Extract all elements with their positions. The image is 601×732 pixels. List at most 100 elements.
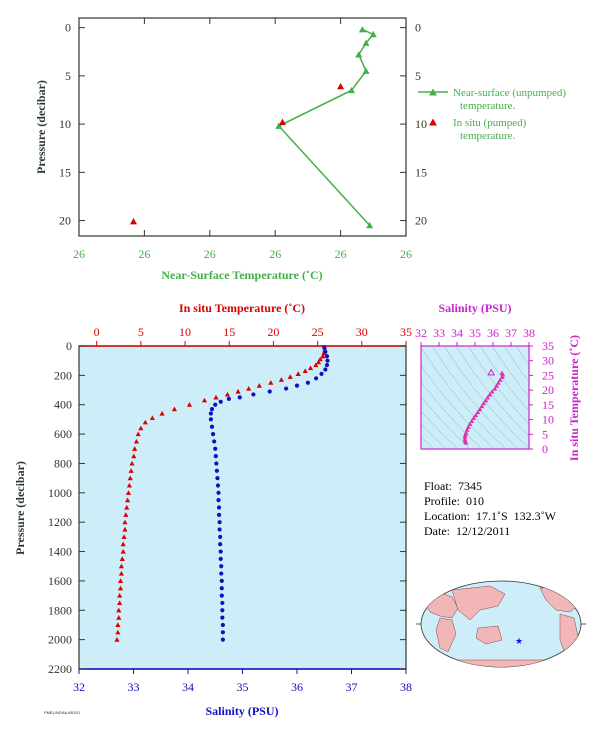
temperature-point: [307, 365, 314, 371]
salinity-tick-label: 38: [400, 680, 412, 694]
temperature-tick-label: 5: [138, 325, 144, 339]
near-surface-point: [348, 86, 355, 94]
profile-y-tick-label: 2000: [48, 633, 72, 647]
temperature-point: [295, 371, 301, 376]
temperature-point: [118, 563, 125, 569]
profile-y-tick-label: 1600: [48, 574, 72, 588]
ts-y-tick-label: 25: [542, 368, 554, 382]
profile-plot-frame: [78, 345, 407, 670]
near-surface-x-label: Near-Surface Temperature (˚C): [161, 268, 322, 282]
salinity-point: [267, 389, 272, 394]
salinity-point: [214, 468, 219, 473]
temperature-point: [115, 629, 121, 635]
in-situ-point: [278, 118, 286, 125]
ts-point: [469, 418, 475, 423]
near-surface-x-tick-label: 26: [400, 247, 412, 261]
salinity-point: [284, 386, 289, 391]
temperature-point: [117, 592, 123, 598]
ts-point: [462, 432, 468, 437]
ts-point: [494, 383, 499, 388]
temperature-point: [117, 578, 124, 583]
temperature-point: [114, 637, 120, 642]
near-surface-x-tick-label: 26: [73, 247, 85, 261]
salinity-point: [215, 483, 221, 488]
legend-triangle-green: [429, 88, 437, 96]
temperature-point: [268, 380, 274, 385]
in-situ-point: [130, 218, 137, 225]
salinity-point: [217, 527, 222, 532]
temperature-point: [256, 383, 262, 388]
ts-y-tick-label: 20: [542, 383, 554, 397]
temperature-point: [186, 402, 193, 407]
density-contour: [431, 346, 519, 449]
ts-y-tick-label: 5: [542, 427, 548, 441]
salinity-tick-label: 36: [291, 680, 303, 694]
salinity-point: [319, 371, 324, 376]
ts-x-tick-label: 32: [415, 326, 427, 340]
temperature-point: [124, 504, 130, 510]
ts-point: [487, 392, 493, 397]
near-surface-point: [358, 26, 366, 33]
salinity-point: [220, 615, 225, 620]
temperature-point: [287, 374, 293, 379]
salinity-point: [218, 556, 223, 561]
profile-top-axis-label: In situ Temperature (˚C): [179, 301, 305, 315]
salinity-point: [325, 358, 330, 363]
temperature-point: [138, 425, 144, 431]
ts-x-tick-label: 33: [433, 326, 445, 340]
salinity-tick-label: 32: [73, 680, 85, 694]
temperature-point: [116, 615, 122, 620]
temperature-point: [171, 406, 178, 412]
near-surface-point: [369, 30, 377, 38]
near-surface-x-tick-label: 26: [269, 247, 281, 261]
temperature-point: [213, 394, 219, 400]
temperature-point: [320, 353, 326, 359]
temperature-point: [129, 460, 135, 466]
float-id-text: Float: 7345: [424, 479, 483, 493]
profile-number-text: Profile: 010: [424, 494, 484, 508]
salinity-point: [213, 446, 218, 451]
temperature-point: [224, 391, 231, 397]
temperature-point: [117, 585, 124, 591]
temperature-tick-label: 25: [312, 325, 324, 339]
temperature-point: [117, 600, 123, 606]
ts-point: [471, 415, 476, 421]
density-contour: [503, 346, 529, 383]
ts-y-tick-label: 15: [542, 398, 554, 412]
near-surface-x-tick-label: 26: [138, 247, 150, 261]
near-surface-y-tick-label-right: 0: [415, 21, 421, 35]
temperature-point: [118, 570, 125, 576]
ts-point: [499, 374, 505, 379]
profile-y-tick-label: 400: [54, 398, 72, 412]
near-surface-x-tick-label: 26: [335, 247, 347, 261]
salinity-tick-label: 37: [346, 680, 358, 694]
density-contour: [467, 346, 529, 425]
temperature-point: [126, 482, 132, 488]
near-surface-y-tick-label-right: 5: [415, 69, 421, 83]
ts-point: [489, 389, 495, 394]
legend-near-surface-line1: Near-surface (unpumped): [453, 87, 566, 99]
temperature-point: [317, 356, 323, 362]
salinity-point: [209, 407, 215, 412]
ts-x-tick-label: 38: [523, 326, 535, 340]
temperature-tick-label: 0: [94, 325, 100, 339]
near-surface-y-label: Pressure (decibar): [34, 80, 48, 174]
salinity-point: [212, 439, 217, 444]
ts-point: [497, 377, 503, 382]
near-surface-y-tick-label: 10: [59, 117, 71, 131]
salinity-point: [219, 571, 224, 576]
density-contour: [421, 410, 459, 449]
near-surface-plot-frame: [78, 17, 407, 237]
temperature-tick-label: 30: [356, 325, 368, 339]
ts-y-label: In situ Temperature (˚C): [567, 335, 581, 461]
salinity-point: [208, 411, 213, 416]
ts-point: [479, 403, 485, 409]
salinity-point: [251, 392, 256, 397]
salinity-tick-label: 34: [182, 680, 194, 694]
world-map-icon: ★: [416, 580, 586, 668]
temperature-point: [120, 548, 126, 554]
salinity-point: [216, 505, 222, 510]
legend-triangle-red: [429, 118, 437, 126]
salinity-point: [324, 354, 330, 359]
in-situ-point: [337, 82, 345, 90]
